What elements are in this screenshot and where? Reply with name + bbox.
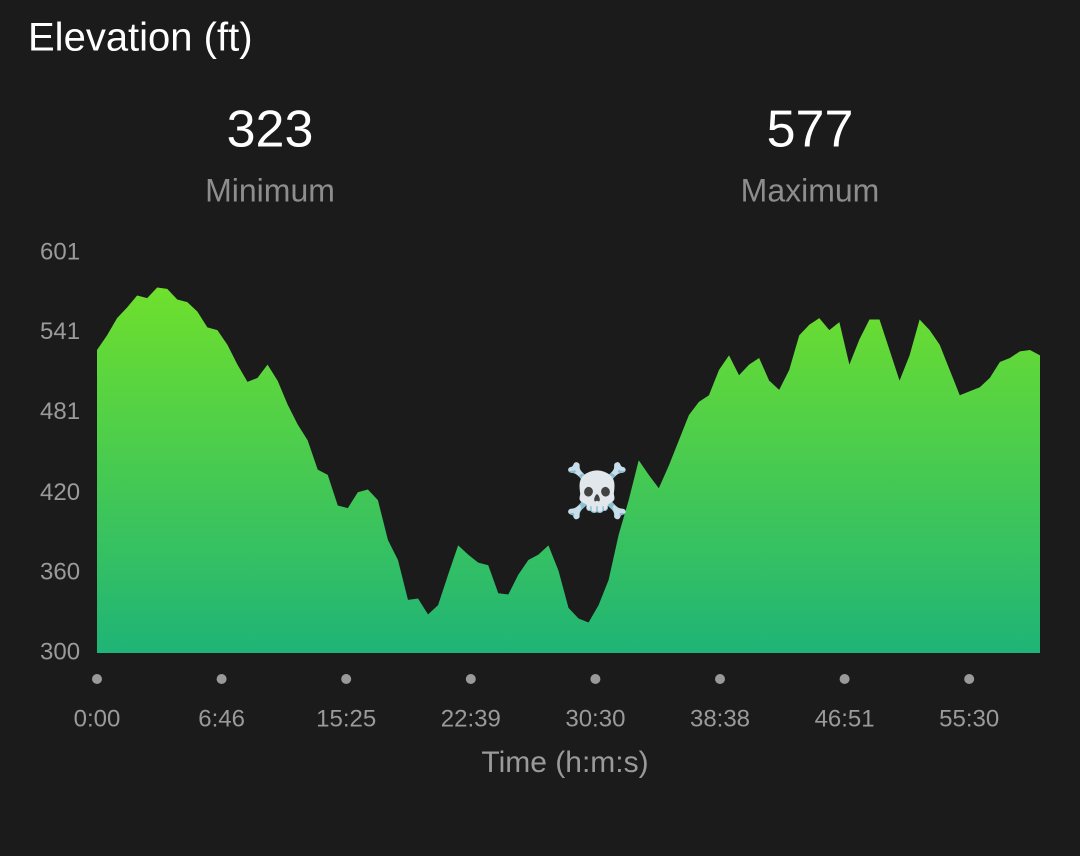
x-tick-dot [341,674,352,684]
elevation-area [97,287,1040,653]
annotation-icon: ☠️ [565,461,630,521]
y-tick-label: 420 [40,479,80,506]
x-tick-label: 0:00 [74,705,121,732]
chart-title: Elevation (ft) [28,16,253,60]
x-tick-dot [92,674,102,684]
stat-label: Maximum [741,172,880,208]
y-tick-label: 601 [40,238,80,265]
x-tick-label: 46:51 [815,705,875,732]
x-tick-label: 22:39 [441,705,501,732]
x-tick-dot [465,674,476,684]
y-tick-label: 360 [40,559,80,586]
stat-label: Minimum [205,172,335,208]
x-tick-label: 15:25 [316,705,376,732]
y-tick-label: 300 [40,638,80,665]
x-tick-dot [715,674,725,684]
stat-value: 577 [767,101,854,159]
x-tick-label: 38:38 [690,705,750,732]
x-tick-label: 55:30 [939,705,999,732]
x-axis-title: Time (h:m:s) [481,746,648,779]
stat-value: 323 [227,101,314,159]
x-tick-dot [216,674,227,684]
y-tick-label: 541 [40,318,80,345]
x-tick-dot [839,674,850,684]
y-tick-label: 481 [40,398,80,425]
x-tick-dot [964,674,975,684]
x-tick-dot [590,674,601,684]
x-tick-label: 30:30 [565,705,625,732]
x-tick-label: 6:46 [198,705,245,732]
